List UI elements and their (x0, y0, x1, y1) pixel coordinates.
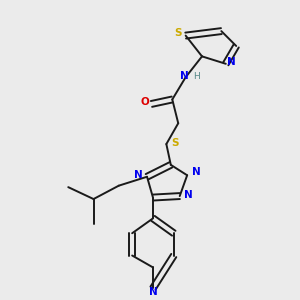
Text: N: N (180, 71, 189, 81)
Text: N: N (192, 167, 200, 177)
Text: H: H (194, 72, 200, 81)
Text: O: O (141, 98, 149, 107)
Text: N: N (227, 57, 236, 67)
Text: S: S (175, 28, 182, 38)
Text: N: N (134, 170, 143, 180)
Text: N: N (148, 287, 157, 297)
Text: S: S (172, 138, 179, 148)
Text: N: N (184, 190, 192, 200)
